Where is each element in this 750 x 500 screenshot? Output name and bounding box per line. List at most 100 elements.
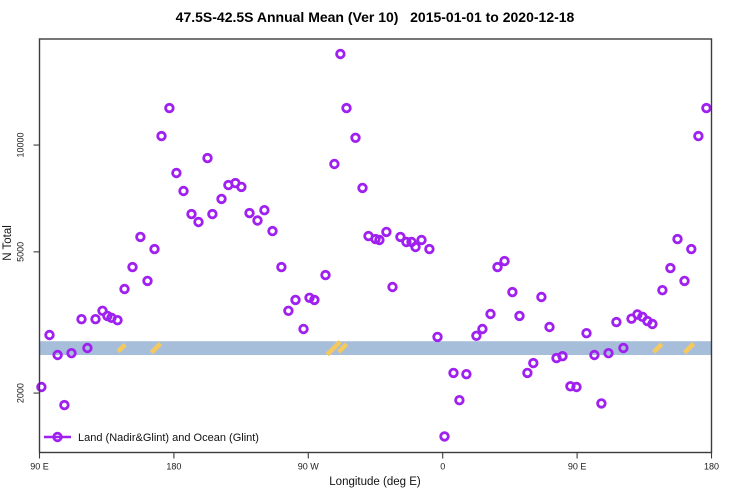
x-tick-label: 180 <box>166 462 181 472</box>
data-point <box>589 349 600 361</box>
data-point <box>686 243 697 255</box>
band-mark <box>149 342 163 355</box>
data-point <box>557 351 568 362</box>
data-point <box>341 102 352 114</box>
data-point <box>471 330 482 341</box>
data-point <box>44 329 55 341</box>
data-point <box>283 305 294 316</box>
data-point <box>66 348 77 359</box>
data-point <box>618 342 629 354</box>
data-point <box>454 395 465 406</box>
data-point <box>401 236 412 248</box>
data-point <box>387 281 398 293</box>
data-point <box>127 261 138 273</box>
data-point <box>679 275 690 287</box>
x-axis-title: Longitude (deg E) <box>329 476 421 488</box>
legend-label: Land (Nadir&Glint) and Ocean (Glint) <box>78 432 259 444</box>
y-axis-title: N Total <box>2 225 14 261</box>
data-point <box>536 291 547 303</box>
data-point <box>298 323 309 335</box>
data-point <box>207 208 218 220</box>
data-point <box>267 225 278 237</box>
data-point <box>350 132 361 143</box>
x-tick-label: 90 W <box>298 462 320 472</box>
data-points-layer <box>36 48 712 442</box>
data-point <box>36 381 47 393</box>
band-mark <box>337 342 349 354</box>
data-point <box>171 167 182 179</box>
x-tick-label: 180 <box>704 462 719 472</box>
data-point <box>156 130 167 142</box>
reference-band <box>39 341 712 356</box>
data-point <box>477 323 488 335</box>
data-point <box>395 231 406 243</box>
data-point <box>507 286 518 298</box>
data-point <box>448 367 459 379</box>
data-point <box>119 283 130 295</box>
data-point <box>672 233 683 245</box>
data-point <box>244 207 255 219</box>
data-point <box>416 234 427 246</box>
data-point <box>112 315 123 326</box>
data-point <box>252 215 263 226</box>
axes-layer: 90 E 180 90 W 0 90 E 180 2000 5000 10000 <box>16 133 720 472</box>
legend: Land (Nadir&Glint) and Ocean (Glint) <box>44 431 259 444</box>
data-point <box>193 216 204 228</box>
data-point <box>59 399 70 411</box>
data-point <box>544 321 555 333</box>
data-point <box>381 226 392 238</box>
data-point <box>149 243 160 255</box>
band-mark <box>116 343 127 354</box>
data-point <box>357 182 368 194</box>
data-point <box>410 241 421 253</box>
y-tick-label: 2000 <box>16 383 26 403</box>
data-point <box>82 342 93 354</box>
y-tick-label: 10000 <box>16 133 26 158</box>
data-point <box>701 102 712 114</box>
data-point <box>693 130 704 142</box>
data-point <box>202 152 213 164</box>
data-point <box>142 275 153 287</box>
data-point <box>309 294 320 306</box>
data-point <box>657 285 668 296</box>
data-point <box>581 328 592 339</box>
data-point <box>571 381 582 393</box>
x-tick-label: 0 <box>440 462 445 472</box>
data-point <box>647 318 658 330</box>
data-point <box>424 243 435 255</box>
x-tick-label: 90 E <box>30 462 49 472</box>
data-point <box>439 431 450 442</box>
data-point <box>611 316 622 328</box>
data-point <box>290 294 301 306</box>
band-mark <box>652 342 664 354</box>
data-point <box>90 314 101 325</box>
plot-frame <box>38 38 713 454</box>
y-tick-label: 5000 <box>16 242 26 262</box>
data-point <box>259 204 270 216</box>
data-point <box>335 48 346 60</box>
legend-marker-icon <box>52 431 63 443</box>
data-point <box>216 193 227 205</box>
data-point <box>596 398 607 409</box>
data-point <box>461 369 472 380</box>
data-point <box>52 349 63 361</box>
data-point <box>76 314 87 325</box>
data-point <box>603 348 614 359</box>
data-point <box>499 255 510 267</box>
data-point <box>276 261 287 273</box>
x-tick-label: 90 E <box>568 462 587 472</box>
data-point <box>492 261 503 273</box>
reference-band-layer <box>39 340 712 357</box>
data-point <box>135 231 146 243</box>
data-point <box>432 331 443 343</box>
data-point <box>178 185 189 197</box>
data-point <box>320 269 331 281</box>
data-point <box>522 367 533 379</box>
data-point <box>329 158 340 170</box>
data-point <box>164 102 175 114</box>
data-point <box>528 357 539 369</box>
data-point <box>485 308 496 320</box>
data-point <box>514 310 525 322</box>
